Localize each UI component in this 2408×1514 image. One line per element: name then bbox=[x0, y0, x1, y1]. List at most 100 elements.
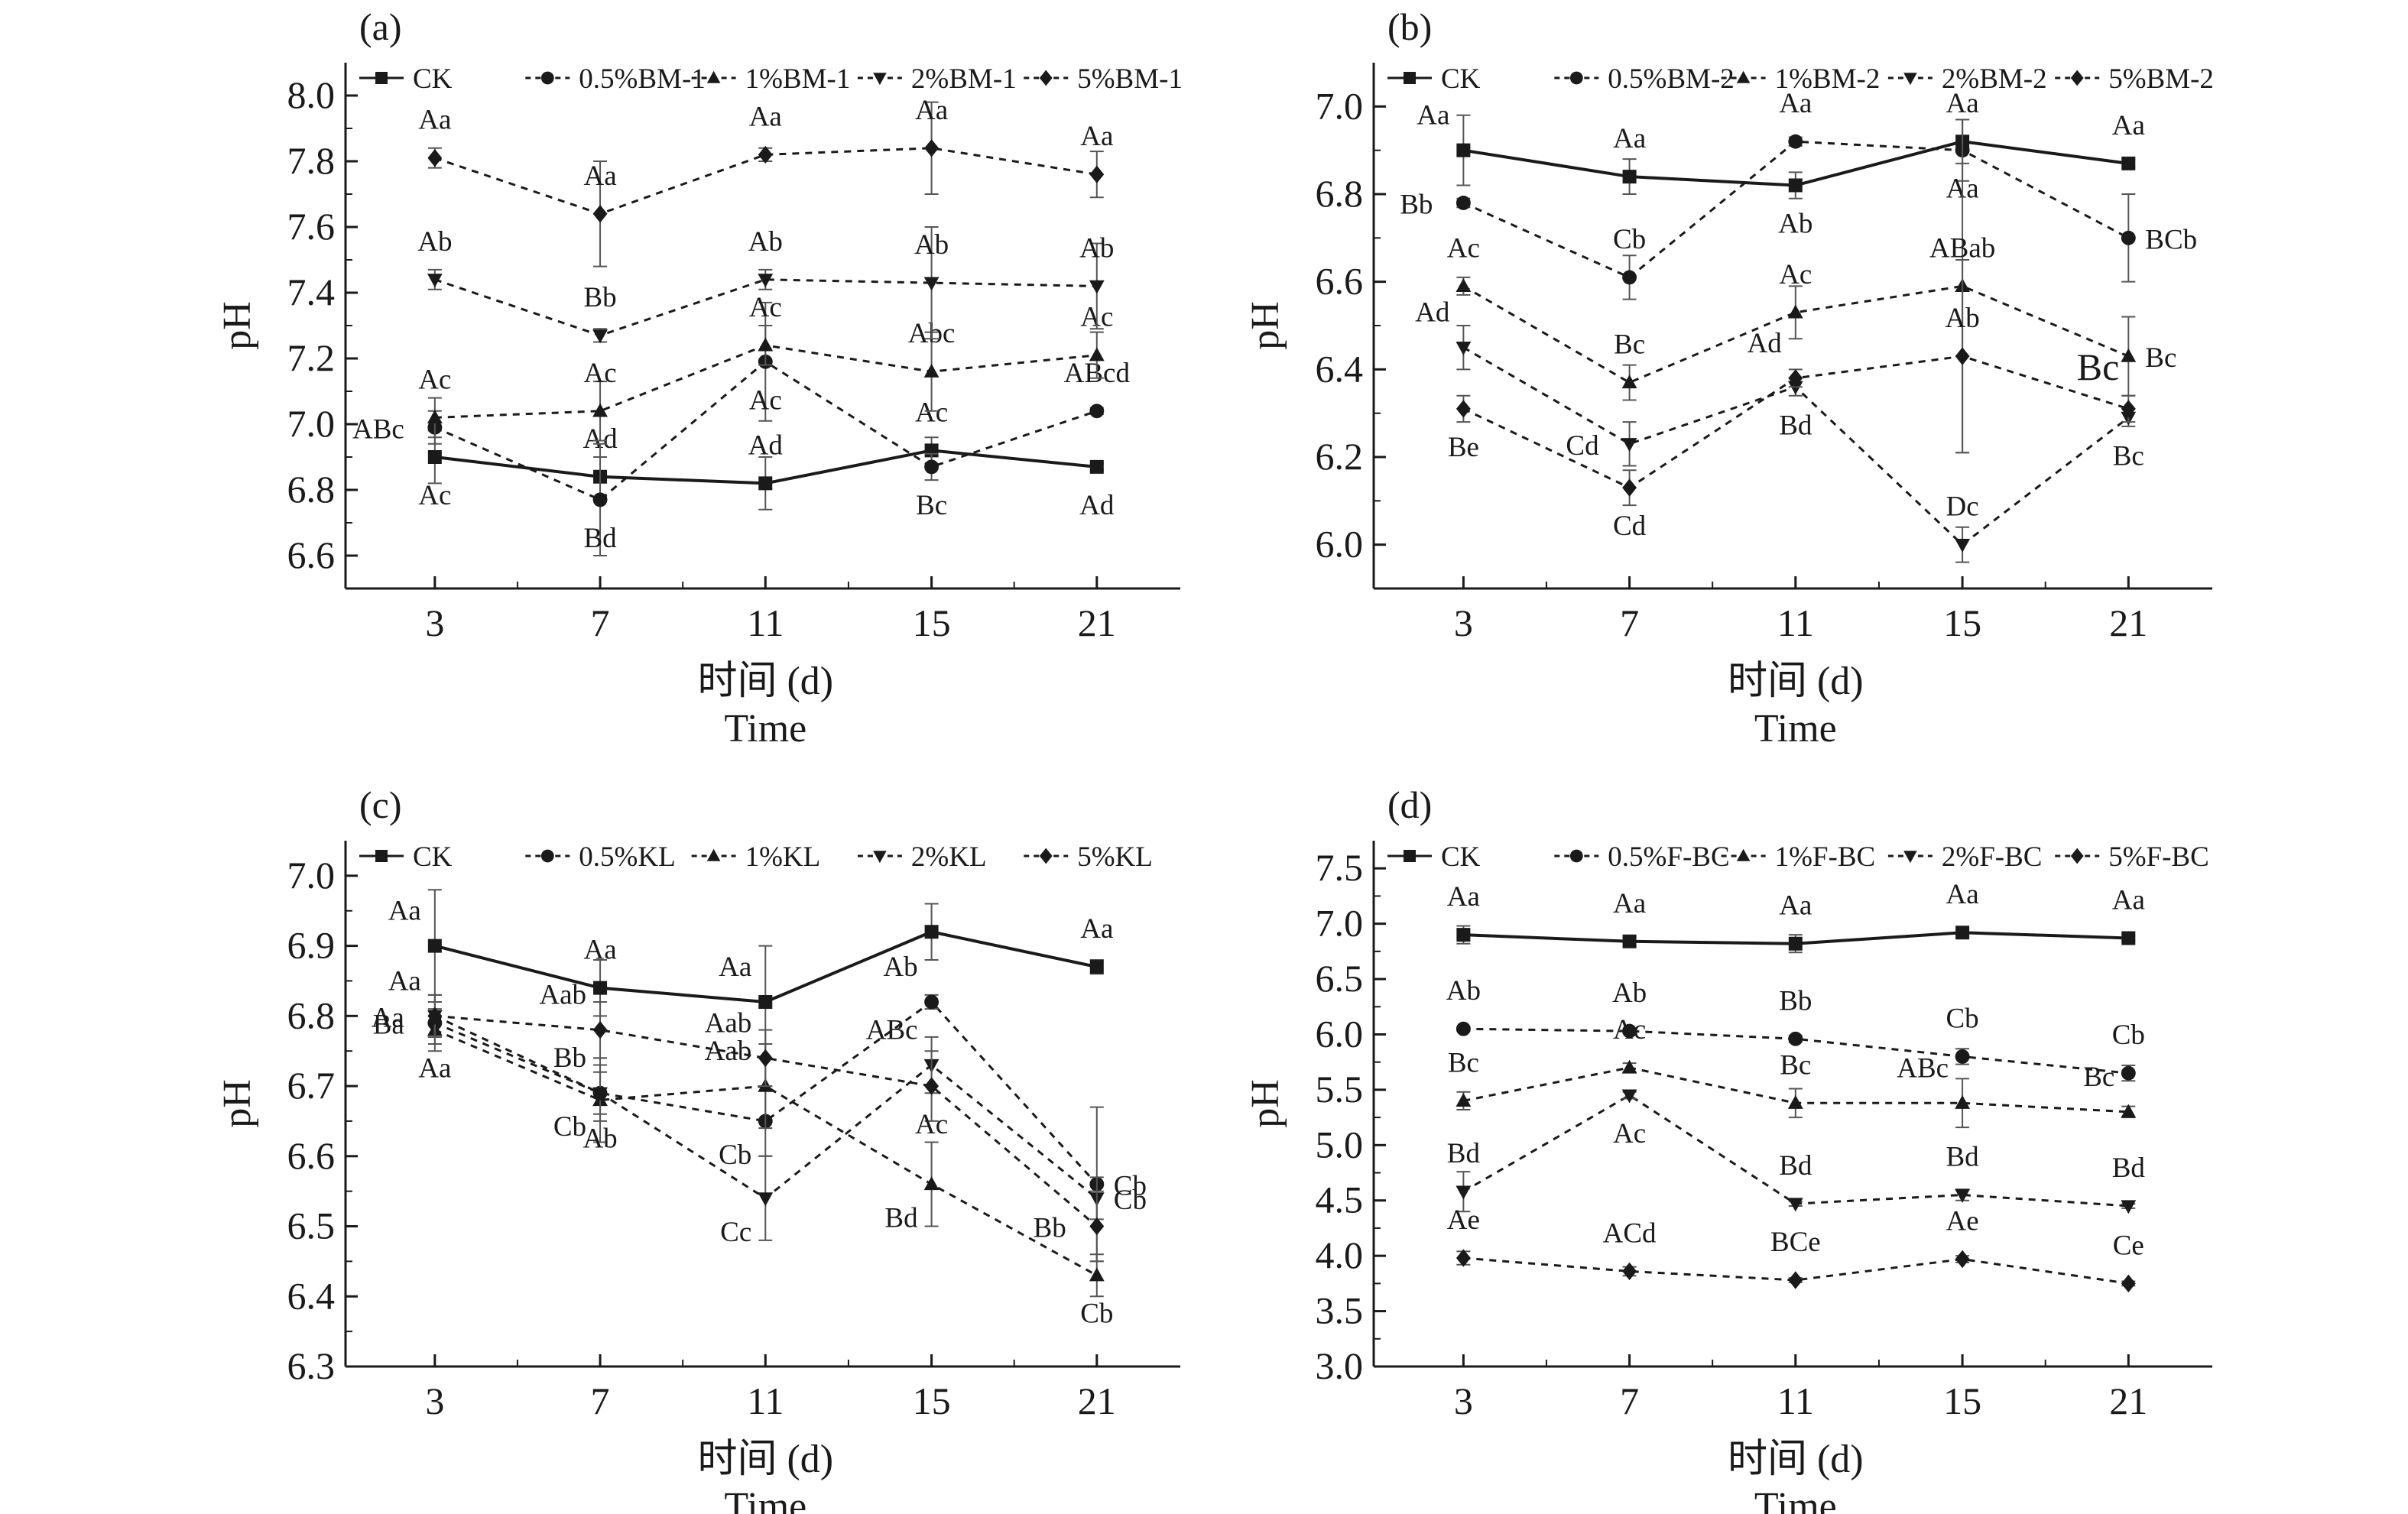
data-label-1%KL: Aa bbox=[418, 1053, 451, 1084]
data-label-CK: Aa bbox=[388, 896, 421, 927]
data-point-CK bbox=[2121, 931, 2136, 945]
data-label-0.5%F-BC: Ab bbox=[1612, 977, 1647, 1009]
legend-label-CK: CK bbox=[1441, 63, 1481, 95]
data-point-CK bbox=[1622, 934, 1637, 948]
data-point-2%F-BC bbox=[2121, 1200, 2137, 1214]
data-point-5%KL bbox=[427, 1007, 443, 1026]
x-tick-label: 7 bbox=[591, 1379, 610, 1422]
y-tick-label: 7.0 bbox=[287, 854, 336, 896]
legend-label-1%BM-1: 1%BM-1 bbox=[745, 63, 851, 95]
legend-label-CK: CK bbox=[413, 841, 453, 873]
chart-panel-3: 6.3 6.4 6.5 6.6 6.7 6.8 6.9 7.0 3 7 11 15 21 时间 (d) Ti… bbox=[216, 783, 1180, 1514]
legend-marker-5%BM-2 bbox=[2070, 70, 2084, 86]
data-label-2%BM-2: Dc bbox=[1946, 491, 1979, 523]
y-tick-label: 6.8 bbox=[287, 468, 336, 511]
data-point-CK bbox=[593, 981, 608, 995]
legend-label-0.5%BM-1: 0.5%BM-1 bbox=[579, 63, 705, 95]
x-axis-title-cn: 时间 (d) bbox=[697, 1438, 833, 1481]
data-label-2%BM-1: Ab bbox=[1079, 232, 1114, 264]
x-tick-label: 7 bbox=[591, 601, 610, 644]
data-label-1%F-BC: Ac bbox=[1613, 1014, 1646, 1046]
data-point-5%BM-2 bbox=[2121, 400, 2136, 418]
data-point-5%KL bbox=[758, 1049, 773, 1068]
data-point-5%BM-1 bbox=[427, 149, 443, 167]
chart-panel-4: 3.0 3.5 4.0 4.5 5.0 5.5 6.0 6.5 7.0 7.5 3 7 11 15 21 时间… bbox=[1244, 783, 2212, 1514]
data-point-0.5%F-BC bbox=[1788, 1031, 1803, 1046]
data-label-0.5%BM-1: ABc bbox=[352, 413, 404, 445]
x-tick-label: 21 bbox=[1078, 601, 1116, 644]
data-label-CK: Ab bbox=[1778, 209, 1812, 240]
legend-marker-1%BM-2 bbox=[1736, 70, 1751, 83]
data-label-0.5%KL: Cb bbox=[553, 1111, 586, 1143]
data-label-2%F-BC: Bd bbox=[1779, 1150, 1812, 1182]
x-axis-title-en: Time bbox=[724, 707, 806, 751]
data-label-1%KL: Ab bbox=[583, 1123, 617, 1154]
data-label-2%BM-1: Ab bbox=[914, 229, 949, 261]
y-axis-title: pH bbox=[1244, 1079, 1287, 1128]
data-label-5%BM-2: Ab bbox=[1945, 303, 1979, 334]
data-label-2%BM-2: Cd bbox=[1566, 430, 1599, 462]
data-point-0.5%BM-2 bbox=[1622, 270, 1637, 285]
y-tick-label: 6.8 bbox=[1316, 172, 1364, 215]
chart-panel-1: 6.6 6.8 7.0 7.2 7.4 7.6 7.8 8.0 3 7 11 15 21 时间 (d)Ti… bbox=[216, 5, 1183, 751]
data-label-5%BM-2: Cd bbox=[1613, 511, 1647, 542]
data-label-2%BM-1: Ab bbox=[748, 226, 783, 258]
series-line-1%BM-2 bbox=[1462, 284, 2129, 384]
x-tick-label: 3 bbox=[1454, 1379, 1473, 1422]
y-tick-label: 6.8 bbox=[287, 994, 336, 1036]
data-label-CK: Aa bbox=[1779, 890, 1812, 922]
data-point-2%BM-2 bbox=[1621, 438, 1637, 452]
data-label-5%KL: Aab bbox=[539, 980, 586, 1011]
data-point-CK bbox=[1456, 928, 1471, 942]
data-label-0.5%F-BC: Ab bbox=[1446, 975, 1481, 1007]
legend-label-5%F-BC: 5%F-BC bbox=[2108, 841, 2209, 873]
legend-marker-0.5%F-BC bbox=[1569, 849, 1583, 863]
legend-label-CK: CK bbox=[1441, 841, 1481, 873]
legend-marker-CK bbox=[1404, 850, 1416, 862]
data-label-5%BM-1: Aa bbox=[418, 105, 451, 136]
data-label-2%KL: ABc bbox=[866, 1015, 918, 1046]
legend-label-CK: CK bbox=[413, 63, 453, 95]
x-tick-label: 3 bbox=[425, 601, 444, 644]
x-tick-label: 11 bbox=[747, 601, 784, 644]
data-point-2%BM-1 bbox=[758, 274, 774, 288]
data-label-2%BM-2: Bd bbox=[1779, 410, 1812, 441]
data-point-0.5%BM-2 bbox=[1788, 134, 1803, 149]
legend-label-1%F-BC: 1%F-BC bbox=[1775, 841, 1876, 873]
data-point-1%KL bbox=[1089, 1267, 1105, 1282]
data-point-0.5%BM-1 bbox=[1089, 404, 1105, 419]
y-tick-label: 4.5 bbox=[1316, 1178, 1364, 1221]
legend-marker-5%KL bbox=[1039, 848, 1053, 864]
x-tick-label: 21 bbox=[1078, 1379, 1116, 1422]
y-axis-title: pH bbox=[216, 1079, 259, 1128]
legend-label-5%BM-1: 5%BM-1 bbox=[1077, 63, 1183, 95]
series-line-5%BM-1 bbox=[434, 147, 1098, 216]
chart-panel-2: 6.0 6.2 6.4 6.6 6.8 7.0 3 7 11 15 21 时间 (d)Time pH (b… bbox=[1244, 5, 2214, 751]
data-label-0.5%F-BC: Bb bbox=[1779, 985, 1812, 1016]
data-label-5%F-BC: BCe bbox=[1770, 1227, 1821, 1258]
x-tick-label: 15 bbox=[1943, 1379, 1981, 1422]
data-label-5%F-BC: Ae bbox=[1447, 1204, 1480, 1236]
x-axis-title-cn: 时间 (d) bbox=[697, 660, 833, 703]
y-tick-label: 6.7 bbox=[287, 1064, 336, 1107]
data-point-5%F-BC bbox=[1955, 1250, 1970, 1269]
y-tick-label: 7.5 bbox=[1316, 846, 1364, 889]
legend-label-0.5%KL: 0.5%KL bbox=[579, 841, 675, 873]
data-point-CK bbox=[427, 939, 442, 953]
data-label-1%BM-2: Bc bbox=[2145, 342, 2176, 374]
y-tick-label: 6.5 bbox=[1316, 957, 1364, 1000]
data-label-2%KL: Aa bbox=[388, 965, 421, 997]
x-axis-title-en: Time bbox=[1754, 1485, 1837, 1514]
legend-label-2%KL: 2%KL bbox=[911, 841, 987, 873]
x-tick-label: 3 bbox=[425, 1379, 444, 1422]
data-point-5%BM-2 bbox=[1456, 400, 1471, 418]
data-label-2%F-BC: Ac bbox=[1613, 1118, 1646, 1149]
data-point-CK bbox=[1622, 170, 1637, 184]
series-line-0.5%F-BC bbox=[1463, 1027, 2129, 1075]
data-point-1%BM-2 bbox=[2121, 348, 2137, 362]
data-point-5%BM-2 bbox=[1622, 478, 1637, 497]
data-label-2%KL: Bb bbox=[553, 1042, 586, 1074]
data-point-1%F-BC bbox=[1456, 1093, 1472, 1107]
x-tick-label: 7 bbox=[1620, 1379, 1639, 1422]
data-label-CK: Ad bbox=[1079, 490, 1115, 521]
